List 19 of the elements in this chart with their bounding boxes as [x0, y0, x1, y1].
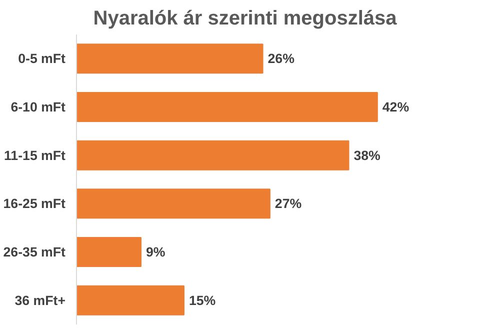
data-label: 15% [188, 292, 216, 308]
data-label: 27% [274, 196, 302, 212]
data-label: 9% [146, 244, 166, 260]
data-label: 42% [382, 100, 410, 114]
y-tick-label: 36 mFt+ [14, 292, 66, 308]
bar [76, 188, 270, 219]
bar [76, 140, 350, 170]
y-tick-label: 0-5 mFt [18, 51, 66, 66]
bar [76, 92, 378, 122]
y-tick-label: 16-25 mFt [3, 196, 66, 212]
bar [76, 44, 264, 74]
bar [76, 285, 184, 316]
y-tick-label: 11-15 mFt [4, 148, 66, 163]
y-tick-label: 6-10 mFt [10, 100, 66, 114]
y-tick-label: 26-35 mFt [3, 244, 66, 260]
data-label: 38% [354, 148, 381, 163]
chart-title: Nyaralók ár szerinti megoszlása [93, 8, 398, 30]
bar [76, 237, 142, 267]
data-label: 26% [268, 51, 295, 66]
